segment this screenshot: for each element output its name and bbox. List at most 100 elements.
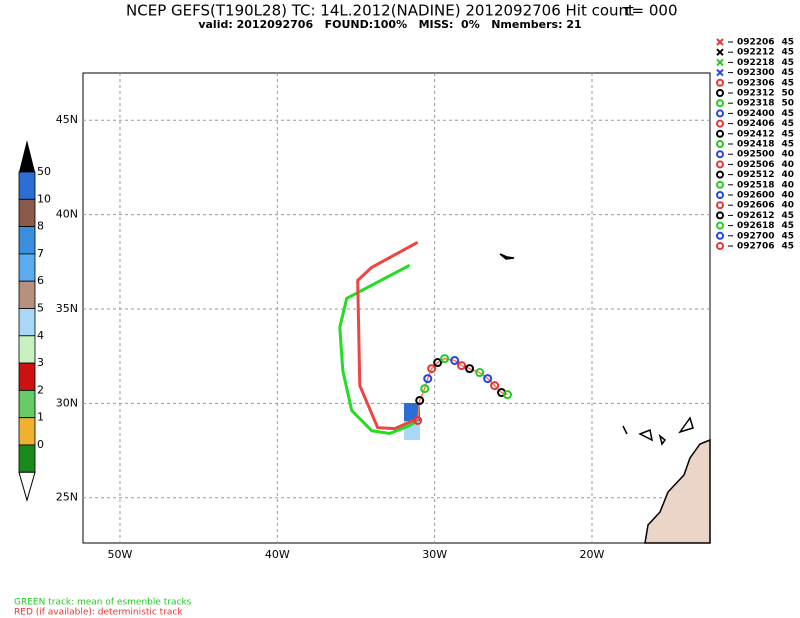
legend-label: 092400 xyxy=(737,109,775,119)
legend-symbol xyxy=(716,231,724,240)
legend-label: 092306 xyxy=(737,78,775,88)
land xyxy=(499,253,711,544)
legend-label: 092700 xyxy=(737,231,775,241)
member-position xyxy=(457,361,467,371)
legend-label: 092500 xyxy=(737,150,775,160)
legend-wind: 40 xyxy=(781,170,794,180)
legend-wind: 40 xyxy=(781,191,794,201)
legend-symbol xyxy=(716,109,724,118)
legend-label: 092706 xyxy=(737,242,775,252)
legend-wind: 40 xyxy=(781,180,794,190)
legend-symbol xyxy=(716,180,724,189)
y-tick-label: 45N xyxy=(56,113,78,126)
legend-wind: 45 xyxy=(781,48,794,58)
legend-label: 092518 xyxy=(737,180,775,190)
legend-wind: 45 xyxy=(781,221,794,231)
colorbar-box xyxy=(18,253,36,282)
member-position xyxy=(483,374,493,384)
legend-wind: 45 xyxy=(781,129,794,139)
member-position xyxy=(490,381,500,391)
legend-wind: 45 xyxy=(781,231,794,241)
legend-label: 092206 xyxy=(737,38,775,48)
legend-symbol xyxy=(716,68,724,77)
legend-label: 092218 xyxy=(737,58,775,68)
colorbar-label: 2 xyxy=(37,383,44,396)
grid xyxy=(83,73,710,543)
legend-label: 092512 xyxy=(737,170,775,180)
legend-symbol xyxy=(716,201,724,210)
legend-label: 092300 xyxy=(737,68,775,78)
legend-symbol xyxy=(716,191,724,199)
island xyxy=(622,425,628,435)
tracks xyxy=(338,240,513,436)
legend-wind: 40 xyxy=(781,150,794,160)
legend-label: 092618 xyxy=(737,221,775,231)
member-position xyxy=(413,415,423,425)
legend-label: 092406 xyxy=(737,119,775,129)
colorbar-label: 8 xyxy=(37,220,44,233)
colorbar-box xyxy=(18,226,36,255)
legend-wind: 45 xyxy=(781,242,794,252)
member-position xyxy=(503,390,513,400)
colorbar-box xyxy=(18,417,36,446)
legend-symbol xyxy=(716,221,724,230)
footnote: GREEN track: mean of esmenble tracks xyxy=(14,598,192,608)
legend-wind: 50 xyxy=(781,89,794,99)
x-tick-label: 30W xyxy=(422,548,447,561)
colorbar-label: 0 xyxy=(37,438,44,451)
legend-label: 092212 xyxy=(737,48,775,58)
colorbar-bottom xyxy=(18,471,36,503)
legend-symbol xyxy=(716,119,724,128)
colorbar-top xyxy=(19,140,35,172)
member-position xyxy=(475,368,485,378)
legend-label: 092600 xyxy=(737,191,775,201)
track-line xyxy=(338,263,419,436)
member-position xyxy=(415,395,425,405)
map-frame xyxy=(82,72,711,544)
member-position xyxy=(420,384,430,394)
legend-label: 092506 xyxy=(737,160,775,170)
colorbar-box xyxy=(18,198,36,228)
island xyxy=(638,428,654,442)
legend-symbol xyxy=(716,170,724,179)
colorbar-label: 3 xyxy=(37,356,44,369)
member-position xyxy=(450,355,460,365)
colorbar-label: 1 xyxy=(37,411,44,424)
legend: 092206 45 092212 45 092218 45 092300 45 092306 45… xyxy=(716,38,794,252)
colorbar-label: 4 xyxy=(37,329,44,342)
legend-symbol xyxy=(716,99,724,108)
x-tick-label: 50W xyxy=(108,548,133,561)
colorbar-label: 6 xyxy=(37,274,44,287)
legend-symbol xyxy=(716,89,724,97)
legend-symbol xyxy=(716,48,724,56)
x-tick-label: 40W xyxy=(265,548,290,561)
legend-wind: 50 xyxy=(781,99,794,109)
legend-label: 092312 xyxy=(737,89,775,99)
legend-wind: 45 xyxy=(781,68,794,78)
member-position xyxy=(423,374,433,384)
member-position xyxy=(427,364,437,374)
member-position xyxy=(465,364,475,374)
legend-label: 092606 xyxy=(737,201,775,211)
colorbar-label: 7 xyxy=(37,247,44,260)
africa-coast xyxy=(644,438,711,544)
track-line xyxy=(356,240,419,431)
colorbar-box xyxy=(18,308,36,337)
legend-wind: 45 xyxy=(781,211,794,221)
y-tick-label: 40N xyxy=(56,208,78,221)
legend-wind: 45 xyxy=(781,140,794,150)
legend-wind: 45 xyxy=(781,78,794,88)
legend-wind: 40 xyxy=(781,160,794,170)
colorbar-box xyxy=(18,389,36,419)
legend-label: 092418 xyxy=(737,140,775,150)
legend-symbol xyxy=(716,150,724,159)
colorbar-box xyxy=(18,444,36,473)
legend-symbol xyxy=(716,78,724,87)
legend-symbol xyxy=(716,140,724,148)
island xyxy=(499,253,515,260)
legend-wind: 45 xyxy=(781,58,794,68)
y-tick-label: 35N xyxy=(56,302,78,315)
legend-symbol xyxy=(716,129,724,138)
